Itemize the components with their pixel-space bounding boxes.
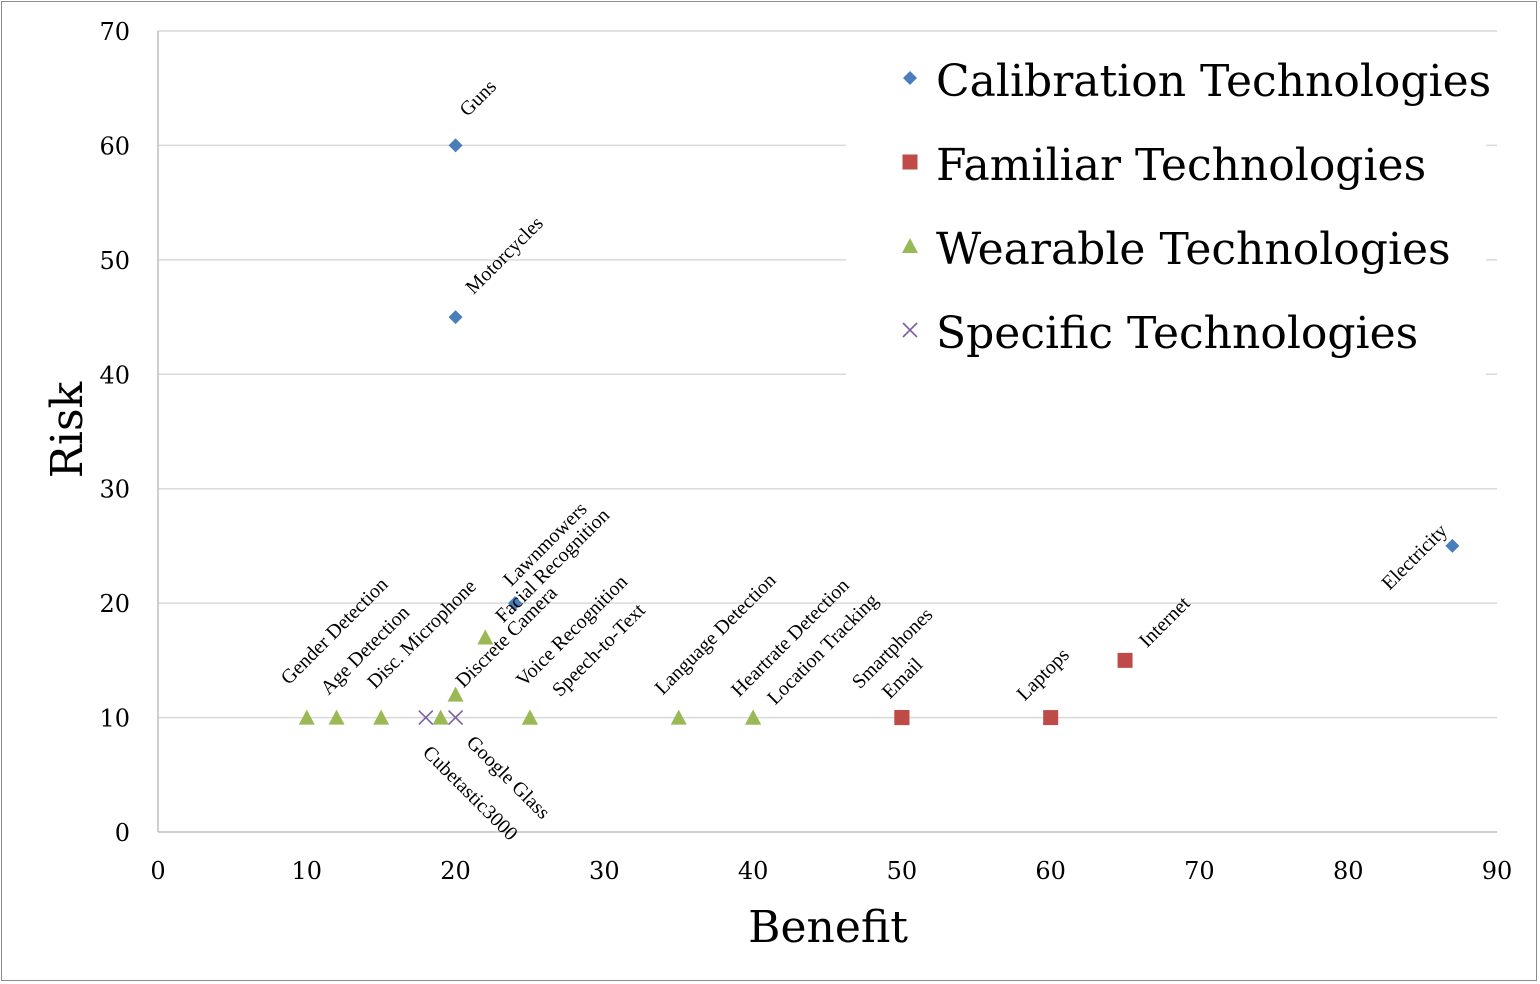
x-tick-label: 10 [292,857,323,885]
x-tick-label: 20 [440,857,471,885]
legend-entry: Calibration Technologies [936,56,1491,107]
x-tick-label: 40 [738,857,769,885]
data-markers [298,138,1460,726]
axes: 0 10 20 30 40 50 60 70 0 10 20 30 40 50 60 70 80 90 [99,18,1512,885]
legend-marker [902,154,918,170]
x-tick-label: 60 [1035,857,1066,885]
data-label: Guns [456,75,502,121]
y-tick-label: 20 [99,590,130,618]
y-tick-label: 10 [99,705,130,733]
legend-entry: Specific Technologies [936,308,1418,359]
x-tick-label: 50 [887,857,918,885]
data-point [670,709,687,725]
data-point [1445,538,1460,553]
data-point [447,686,464,702]
y-tick-label: 0 [115,819,130,847]
x-tick-label: 70 [1184,857,1215,885]
legend-entry: Wearable Technologies [936,224,1451,275]
data-point [894,710,910,726]
y-tick-label: 50 [99,247,130,275]
data-label: Laptops [1013,644,1074,705]
x-tick-label: 30 [589,857,620,885]
data-point [448,310,463,325]
data-point [1117,652,1133,668]
data-point [432,709,449,725]
data-point [508,596,523,611]
y-tick-label: 30 [99,476,130,504]
legend-entry: Familiar Technologies [936,140,1426,191]
data-point [448,138,463,153]
data-label: Cubetastic3000 [418,742,522,846]
legend-background [846,48,1486,376]
data-point [328,709,345,725]
data-point [477,629,494,645]
legend-marker [903,71,917,85]
data-point [373,709,390,725]
y-tick-label: 60 [99,132,130,160]
y-tick-label: 40 [99,361,130,389]
data-label: Internet [1135,592,1195,652]
x-axis-title: Benefit [748,902,908,953]
y-tick-label: 70 [99,18,130,46]
data-point [1043,710,1059,726]
legend-marker [902,322,918,338]
legend: Calibration Technologies Familiar Technol… [846,48,1491,376]
data-label: Electricity [1377,520,1451,594]
data-point [418,710,434,726]
x-tick-label: 80 [1333,857,1364,885]
data-point [447,710,464,726]
data-point [298,709,315,725]
legend-marker [902,238,918,253]
data-label: Motorcycles [462,212,548,298]
y-axis-title: Risk [42,381,93,478]
x-tick-label: 90 [1482,857,1513,885]
data-point [745,709,762,725]
x-tick-label: 0 [150,857,165,885]
data-point [521,709,538,725]
